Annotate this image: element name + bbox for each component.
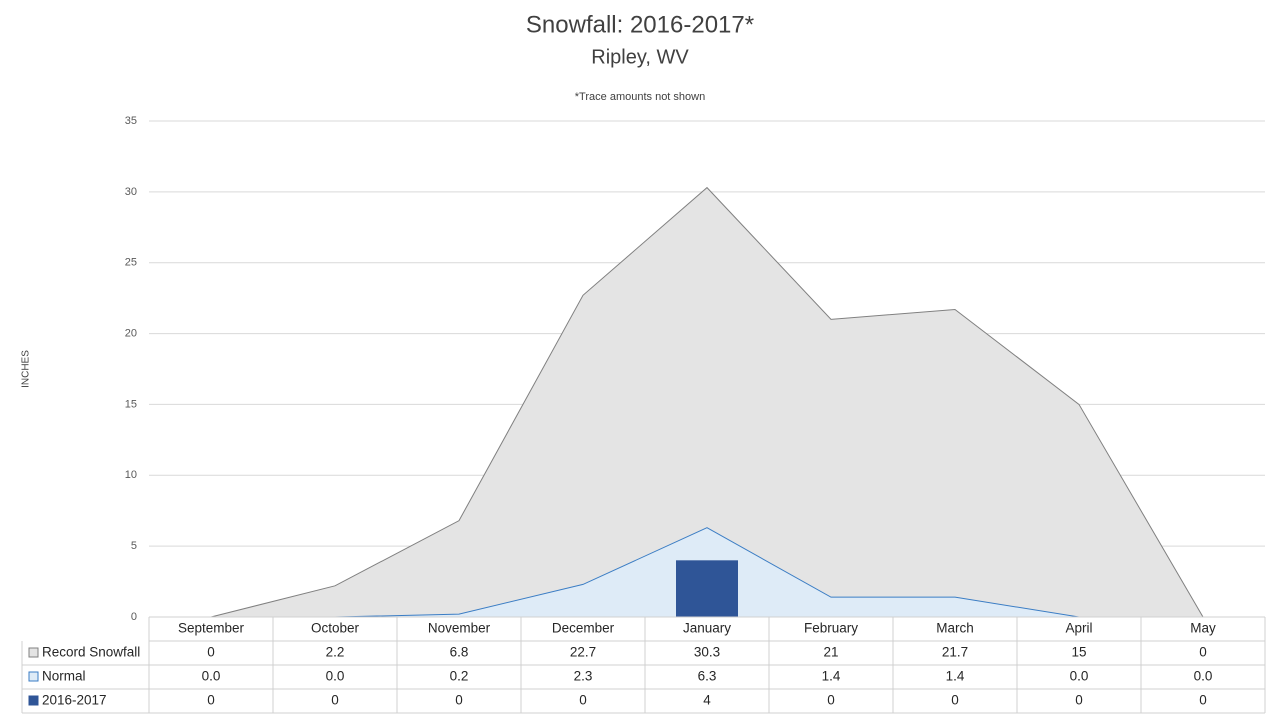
table-value: 0 [951, 693, 959, 708]
legend-label: 2016-2017 [42, 693, 107, 708]
table-value: 1.4 [946, 669, 965, 684]
table-value: 2.2 [326, 645, 345, 660]
table-value: 22.7 [570, 645, 596, 660]
table-value: 6.3 [698, 669, 717, 684]
x-tick-label: December [552, 621, 615, 636]
x-tick-label: February [804, 621, 858, 636]
y-tick-label: 30 [125, 186, 137, 198]
x-tick-label: October [311, 621, 360, 636]
table-value: 21 [823, 645, 838, 660]
x-tick-label: May [1190, 621, 1216, 636]
table-value: 0 [1075, 693, 1083, 708]
table-value: 15 [1071, 645, 1086, 660]
y-tick-label: 0 [131, 611, 137, 623]
legend-swatch [28, 671, 39, 682]
table-value: 0.0 [1194, 669, 1213, 684]
x-tick-label: September [178, 621, 245, 636]
table-value: 0 [331, 693, 339, 708]
bar [676, 560, 738, 617]
table-value: 1.4 [822, 669, 841, 684]
table-value: 21.7 [942, 645, 968, 660]
table-value: 30.3 [694, 645, 720, 660]
chart-subtitle: Ripley, WV [591, 46, 689, 68]
x-tick-label: March [936, 621, 974, 636]
area-line [211, 527, 1203, 618]
x-tick-label: November [428, 621, 491, 636]
legend-swatch [28, 647, 39, 658]
table-value: 0.0 [202, 669, 221, 684]
x-tick-label: January [683, 621, 731, 636]
y-axis-label: INCHES [21, 350, 32, 388]
x-tick-label: April [1065, 621, 1092, 636]
table-value: 0 [579, 693, 587, 708]
chart-title: Snowfall: 2016-2017* [526, 11, 754, 38]
table-value: 6.8 [450, 645, 469, 660]
table-value: 0.0 [1070, 669, 1089, 684]
y-tick-label: 25 [125, 257, 137, 269]
area [211, 187, 1203, 617]
legend-swatch [28, 695, 39, 706]
y-tick-label: 35 [125, 115, 137, 127]
area-line [210, 186, 1204, 618]
table-value: 0.2 [450, 669, 469, 684]
y-tick-label: 10 [125, 469, 137, 481]
legend-label: Normal [42, 669, 86, 684]
legend-label: Record Snowfall [42, 645, 140, 660]
table-value: 0 [455, 693, 463, 708]
table-value: 4 [703, 693, 711, 708]
table-value: 0.0 [326, 669, 345, 684]
table-value: 0 [827, 693, 835, 708]
table-value: 0 [207, 693, 215, 708]
table-value: 0 [1199, 645, 1207, 660]
table-value: 2.3 [574, 669, 593, 684]
table-value: 0 [207, 645, 215, 660]
annotation: *Trace amounts not shown [575, 91, 705, 103]
y-tick-label: 20 [125, 327, 137, 339]
y-tick-label: 5 [131, 540, 137, 552]
y-tick-label: 15 [125, 398, 137, 410]
table-value: 0 [1199, 693, 1207, 708]
